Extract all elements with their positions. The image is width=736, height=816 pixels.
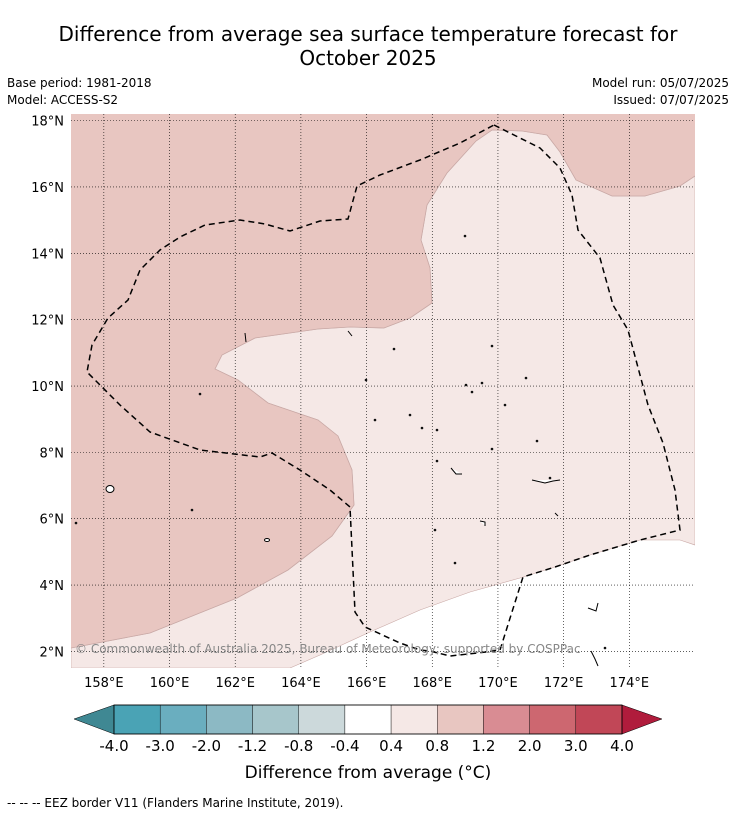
warm-anomaly-region — [71, 114, 695, 648]
lon-tick-label: 160°E — [150, 676, 190, 691]
colorbar-tick-label: 0.4 — [379, 737, 403, 755]
lat-tick-label: 8°N — [40, 446, 65, 461]
lon-tick-label: 168°E — [412, 676, 452, 691]
colorbar-low-arrow — [73, 704, 115, 735]
contour-line — [71, 129, 695, 649]
eez-footnote: -- -- -- EEZ border V11 (Flanders Marine… — [7, 796, 344, 810]
colorbar-frame — [113, 704, 623, 735]
meta-left: Base period: 1981-2018 Model: ACCESS-S2 — [7, 75, 152, 109]
lat-tick-label: 6°N — [40, 513, 65, 528]
colorbar-cell — [252, 704, 299, 735]
colorbar-tick-label: -0.4 — [330, 737, 359, 755]
copyright-notice: © Commonwealth of Australia 2025, Bureau… — [75, 642, 581, 656]
lon-tick-label: 170°E — [478, 676, 518, 691]
colorbar-cell — [390, 704, 438, 735]
map-area: © Commonwealth of Australia 2025, Bureau… — [71, 114, 695, 668]
title-line-1: Difference from average sea surface temp… — [58, 22, 678, 46]
lat-tick-label: 16°N — [31, 181, 64, 196]
colorbar-tick-label: -4.0 — [99, 737, 128, 755]
colorbar-cell — [483, 704, 530, 735]
colorbar-tick-label: 1.2 — [472, 737, 496, 755]
lat-tick-label: 2°N — [40, 645, 65, 660]
lon-tick-label: 158°E — [84, 676, 124, 691]
colorbar-label: Difference from average (°C) — [244, 763, 492, 783]
map-title: Difference from average sea surface temp… — [0, 22, 736, 70]
colorbar-cell — [159, 704, 207, 735]
issued-date: Issued: 07/07/2025 — [613, 93, 729, 107]
meta-right: Model run: 05/07/2025 Issued: 07/07/2025 — [592, 75, 729, 109]
eez-border — [86, 124, 681, 657]
base-period: Base period: 1981-2018 — [7, 76, 152, 90]
lon-tick-label: 166°E — [347, 676, 387, 691]
lon-tick-label: 174°E — [610, 676, 650, 691]
lon-tick-label: 172°E — [544, 676, 584, 691]
colorbar-tick-label: 4.0 — [610, 737, 634, 755]
colorbar-tick-label: -2.0 — [192, 737, 221, 755]
lat-tick-label: 18°N — [31, 115, 64, 130]
gridlines — [71, 114, 695, 668]
colorbar-high-arrow — [621, 704, 663, 735]
colorbar-cell — [575, 704, 623, 735]
lat-tick-label: 14°N — [31, 247, 64, 262]
colorbar-cell — [437, 704, 484, 735]
colorbar-cell — [344, 704, 392, 735]
axis-labels: 158°E 160°E 162°E 164°E 166°E 168°E 170°E 172°E… — [31, 115, 649, 691]
colorbar-ticks: -4.0 -3.0 -2.0 -1.2 -0.8 -0.4 0.4 0.8 1.2 2.0 3.0 4… — [99, 737, 634, 755]
colorbar-tick-label: 0.8 — [425, 737, 449, 755]
lon-tick-label: 162°E — [215, 676, 255, 691]
colorbar-tick-label: 2.0 — [518, 737, 542, 755]
lon-tick-label: 164°E — [281, 676, 321, 691]
colorbar-tick-label: -3.0 — [146, 737, 175, 755]
colorbar-cell — [529, 704, 577, 735]
islands — [74, 234, 607, 667]
lat-tick-label: 4°N — [40, 579, 65, 594]
colorbar-cells — [113, 704, 623, 735]
colorbar-cell — [113, 704, 161, 735]
colorbar: -4.0 -3.0 -2.0 -1.2 -0.8 -0.4 0.4 0.8 1.2 2.0 3.0 4… — [73, 704, 663, 755]
colorbar-tick-label: 3.0 — [564, 737, 588, 755]
title-line-2: October 2025 — [299, 46, 437, 70]
colorbar-tick-label: -0.8 — [284, 737, 313, 755]
colorbar-cell — [298, 704, 346, 735]
lat-tick-label: 12°N — [31, 314, 64, 329]
colorbar-cell — [206, 704, 253, 735]
lat-tick-label: 10°N — [31, 380, 64, 395]
model-name: Model: ACCESS-S2 — [7, 93, 119, 107]
model-run: Model run: 05/07/2025 — [591, 76, 729, 90]
colorbar-tick-label: -1.2 — [238, 737, 267, 755]
